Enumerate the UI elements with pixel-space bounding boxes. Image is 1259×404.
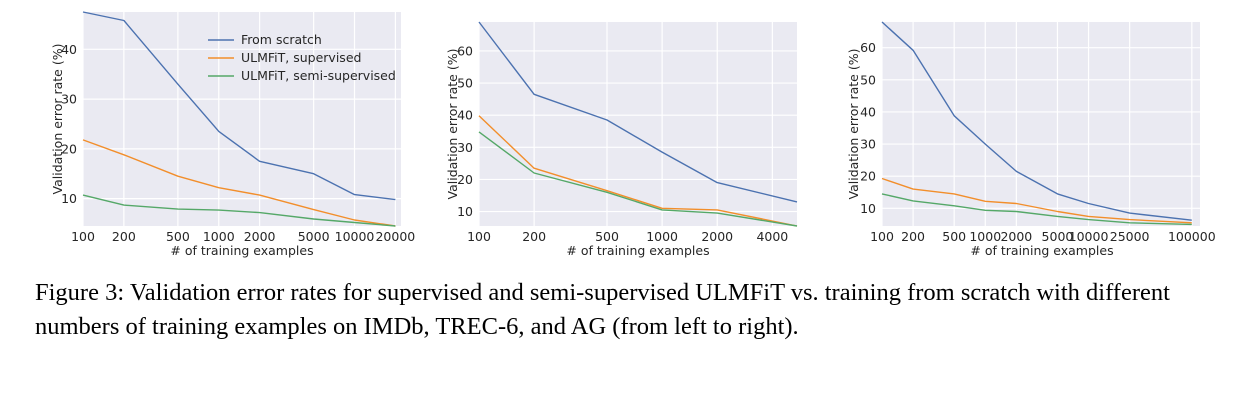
trec6-series-ulmfit-semi-supervised <box>478 131 798 227</box>
ag-plot-area <box>882 22 1200 226</box>
trec6-ytick-label: 50 <box>457 76 473 91</box>
trec6-ylabel: Validation error rate (%) <box>445 49 460 200</box>
trec6-xtick-label: 200 <box>522 229 546 244</box>
legend-label-ulmfit-supervised: ULMFiT, supervised <box>241 50 361 65</box>
ag-xlabel: # of training examples <box>970 243 1113 258</box>
imdb-xtick-label: 1000 <box>203 229 235 244</box>
trec6-xtick-label: 1000 <box>646 229 678 244</box>
imdb-xtick-label: 100 <box>71 229 95 244</box>
imdb-ytick-label: 20 <box>61 141 77 156</box>
ag-ytick-label: 20 <box>860 169 876 184</box>
imdb-chart: 100 200 500 1000 2000 5000 10000 2000010203040 … <box>50 11 415 258</box>
legend: From scratch ULMFiT, supervised ULMFiT, … <box>208 32 396 83</box>
imdb-xtick-label: 5000 <box>298 229 330 244</box>
ag-xtick-label: 1000 <box>969 229 1001 244</box>
ag-ytick-label: 50 <box>860 72 876 87</box>
ag-xtick-label: 200 <box>901 229 925 244</box>
imdb-series-ulmfit-supervised <box>82 139 396 227</box>
trec6-xlabel: # of training examples <box>566 243 709 258</box>
trec6-plot-area <box>479 22 797 226</box>
imdb-xtick-label: 500 <box>166 229 190 244</box>
ag-series-ulmfit-supervised <box>881 177 1192 224</box>
trec6-xtick-label: 100 <box>467 229 491 244</box>
imdb-xtick-label: 20000 <box>375 229 415 244</box>
legend-label-ulmfit-semi-supervised: ULMFiT, semi-supervised <box>241 68 396 83</box>
trec6-series-ulmfit-supervised <box>478 115 798 227</box>
trec6-ytick-label: 20 <box>457 172 473 187</box>
imdb-xtick-label: 2000 <box>244 229 276 244</box>
ag-ylabel: Validation error rate (%) <box>846 49 861 200</box>
imdb-ylabel: Validation error rate (%) <box>50 44 65 195</box>
ag-xtick-label: 25000 <box>1110 229 1150 244</box>
imdb-ytick-label: 30 <box>61 92 77 107</box>
trec6-series-from-scratch <box>478 21 798 203</box>
ag-series-ulmfit-semi-supervised <box>881 193 1192 226</box>
imdb-xtick-label: 10000 <box>335 229 375 244</box>
ag-series-from-scratch <box>881 21 1192 221</box>
trec6-ytick-label: 30 <box>457 140 473 155</box>
imdb-plot-area <box>83 12 401 226</box>
imdb-xlabel: # of training examples <box>170 243 313 258</box>
ag-xtick-label: 10000 <box>1069 229 1109 244</box>
ag-ytick-label: 40 <box>860 104 876 119</box>
trec6-xtick-label: 2000 <box>701 229 733 244</box>
figure-caption: Figure 3: Validation error rates for sup… <box>35 279 1170 340</box>
trec6-xtick-label: 500 <box>595 229 619 244</box>
trec6-ytick-label: 60 <box>457 43 473 58</box>
trec6-chart: 100 200 500 1000 2000 4000 10 20 30 40 50 60 # of t… <box>445 21 798 258</box>
ag-xtick-label: 100 <box>870 229 894 244</box>
ag-ytick-label: 60 <box>860 40 876 55</box>
imdb-xtick-label: 200 <box>112 229 136 244</box>
ag-xtick-label: 500 <box>942 229 966 244</box>
imdb-series-ulmfit-semi-supervised <box>82 194 396 227</box>
ag-ytick-label: 10 <box>860 201 876 216</box>
imdb-series-from-scratch <box>82 11 396 201</box>
trec6-ytick-label: 40 <box>457 108 473 123</box>
imdb-ytick-label: 10 <box>61 191 77 206</box>
imdb-ytick-label: 40 <box>61 42 77 57</box>
ag-xtick-label: 5000 <box>1042 229 1074 244</box>
ag-xtick-label: 100000 <box>1168 229 1216 244</box>
ag-ytick-label: 30 <box>860 137 876 152</box>
trec6-ytick-label: 10 <box>457 204 473 219</box>
legend-label-from-scratch: From scratch <box>241 32 322 47</box>
trec6-xtick-label: 4000 <box>756 229 788 244</box>
ag-xtick-label: 2000 <box>1000 229 1032 244</box>
